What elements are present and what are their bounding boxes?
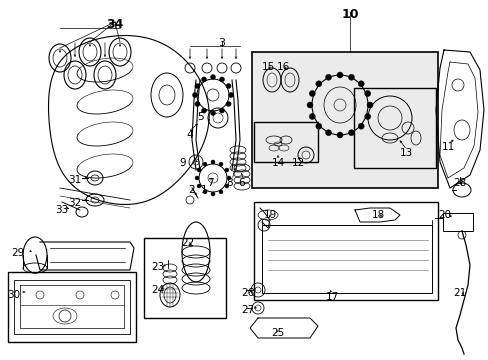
Circle shape	[195, 176, 199, 180]
Text: 12: 12	[291, 158, 304, 168]
Text: 33: 33	[55, 205, 68, 215]
Text: 25: 25	[271, 328, 284, 338]
Ellipse shape	[315, 123, 321, 129]
Circle shape	[219, 77, 224, 82]
Circle shape	[197, 184, 201, 188]
Text: 29: 29	[11, 248, 24, 258]
Ellipse shape	[366, 102, 372, 108]
Text: 1: 1	[200, 185, 207, 195]
Text: 15: 15	[261, 62, 274, 72]
Ellipse shape	[358, 81, 364, 87]
Ellipse shape	[348, 130, 354, 136]
Text: 32: 32	[68, 198, 81, 208]
Bar	[143, 238, 225, 318]
Text: 13: 13	[399, 148, 412, 158]
Text: 23: 23	[151, 262, 164, 272]
Ellipse shape	[364, 113, 370, 120]
Circle shape	[203, 190, 206, 194]
Circle shape	[225, 84, 231, 89]
Text: 30: 30	[7, 290, 20, 300]
Text: 7: 7	[206, 178, 213, 188]
Circle shape	[225, 102, 231, 107]
Circle shape	[203, 162, 206, 166]
Ellipse shape	[315, 81, 321, 87]
Text: 28: 28	[452, 178, 466, 188]
Text: 11: 11	[441, 142, 454, 152]
Circle shape	[210, 160, 215, 164]
Circle shape	[219, 108, 224, 113]
Text: 6: 6	[238, 178, 245, 188]
Text: 9: 9	[179, 158, 186, 168]
Ellipse shape	[325, 74, 331, 80]
Circle shape	[224, 168, 228, 172]
Circle shape	[219, 190, 223, 194]
Bar	[251, 52, 437, 188]
Circle shape	[219, 162, 223, 166]
Bar	[262, 225, 431, 293]
Text: 4: 4	[186, 130, 193, 140]
Ellipse shape	[308, 113, 315, 120]
Circle shape	[210, 192, 215, 196]
Ellipse shape	[358, 123, 364, 129]
Text: 18: 18	[370, 210, 384, 220]
Circle shape	[226, 176, 230, 180]
Ellipse shape	[308, 90, 315, 96]
Text: 16: 16	[276, 62, 289, 72]
Circle shape	[197, 168, 201, 172]
Ellipse shape	[306, 102, 312, 108]
Ellipse shape	[364, 90, 370, 96]
Text: 14: 14	[271, 158, 284, 168]
Text: 3: 3	[218, 38, 225, 48]
Bar	[442, 213, 472, 231]
Text: 31: 31	[68, 175, 81, 185]
Circle shape	[210, 111, 215, 116]
Circle shape	[228, 93, 233, 98]
Circle shape	[201, 77, 206, 82]
Text: 8: 8	[226, 178, 233, 188]
Ellipse shape	[348, 74, 354, 80]
Text: 20: 20	[438, 210, 450, 220]
Text: 5: 5	[196, 112, 203, 122]
Circle shape	[210, 75, 215, 80]
Bar	[8, 272, 136, 342]
Circle shape	[224, 184, 228, 188]
Text: 17: 17	[325, 292, 338, 302]
Text: 22: 22	[181, 238, 194, 248]
Text: 27: 27	[241, 305, 254, 315]
Circle shape	[201, 108, 206, 113]
Text: 2: 2	[188, 185, 195, 195]
Text: 19: 19	[263, 210, 276, 220]
Ellipse shape	[325, 130, 331, 136]
Text: 24: 24	[151, 285, 164, 295]
Text: 34: 34	[106, 18, 123, 31]
Bar	[253, 122, 317, 162]
Circle shape	[195, 84, 200, 89]
Bar	[14, 280, 130, 334]
Bar	[353, 88, 435, 168]
Text: 21: 21	[452, 288, 466, 298]
Text: 26: 26	[241, 288, 254, 298]
Text: 10: 10	[341, 8, 358, 21]
Ellipse shape	[336, 132, 342, 138]
Ellipse shape	[336, 72, 342, 78]
Circle shape	[192, 93, 197, 98]
Bar	[253, 202, 437, 300]
Circle shape	[195, 102, 200, 107]
